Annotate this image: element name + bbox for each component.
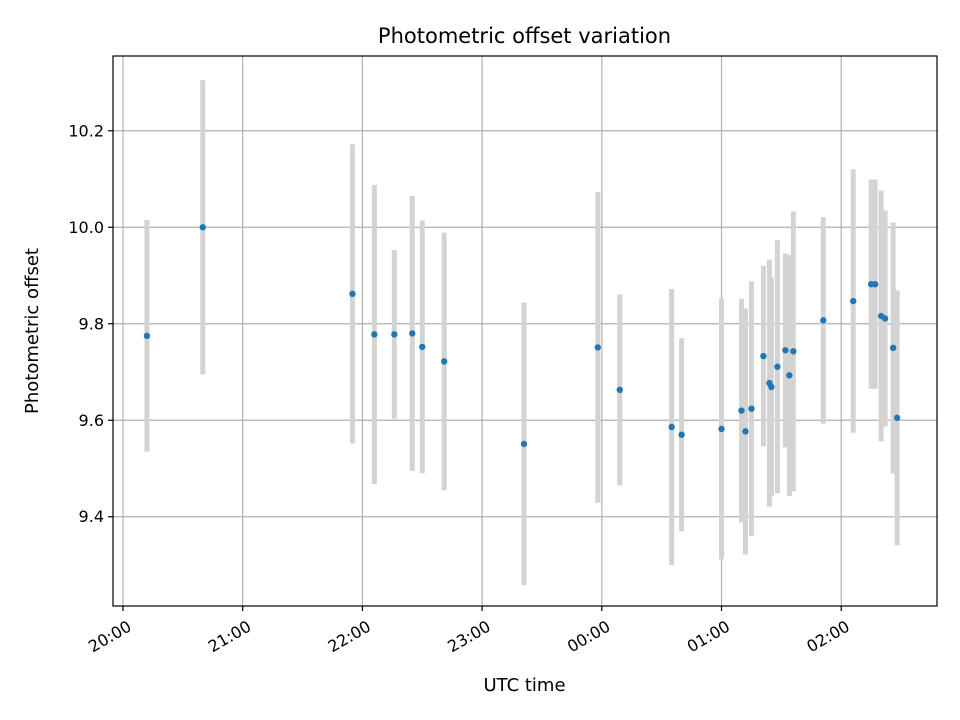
data-point [748,405,755,412]
data-point [850,297,857,305]
data-point [881,315,889,322]
data-point [409,330,416,337]
data-points [143,224,901,448]
y-axis-title: Photometric offset [22,248,43,414]
data-point [391,331,398,338]
data-point [893,414,901,422]
data-point [594,344,602,351]
x-axis-title: UTC time [483,675,565,696]
data-point [768,383,775,391]
chart-title: Photometric offset variation [378,24,671,48]
data-point [349,290,356,298]
data-point [738,407,745,414]
data-point [678,431,685,438]
data-point [774,363,781,370]
data-point [786,372,793,379]
data-point [871,281,879,288]
y-axis: 9.4 9.6 9.8 10.0 10.2 [68,121,113,526]
data-point [742,428,749,435]
y-tick-label: 9.4 [79,507,104,526]
data-point [718,425,725,433]
data-point [520,440,528,448]
y-tick-label: 10.0 [68,218,104,237]
data-point [143,332,151,340]
data-point [199,224,206,231]
data-point [440,358,448,365]
y-tick-label: 9.8 [79,314,104,333]
data-point [760,352,767,360]
data-point [782,347,789,354]
data-point [419,343,426,351]
y-tick-label: 10.2 [68,121,104,140]
data-point [668,423,675,431]
data-point [616,386,623,394]
y-tick-label: 9.6 [79,411,104,430]
data-point [790,348,797,355]
data-point [371,331,378,338]
data-point [889,344,897,352]
data-point [820,317,827,324]
plot-area [112,55,938,607]
